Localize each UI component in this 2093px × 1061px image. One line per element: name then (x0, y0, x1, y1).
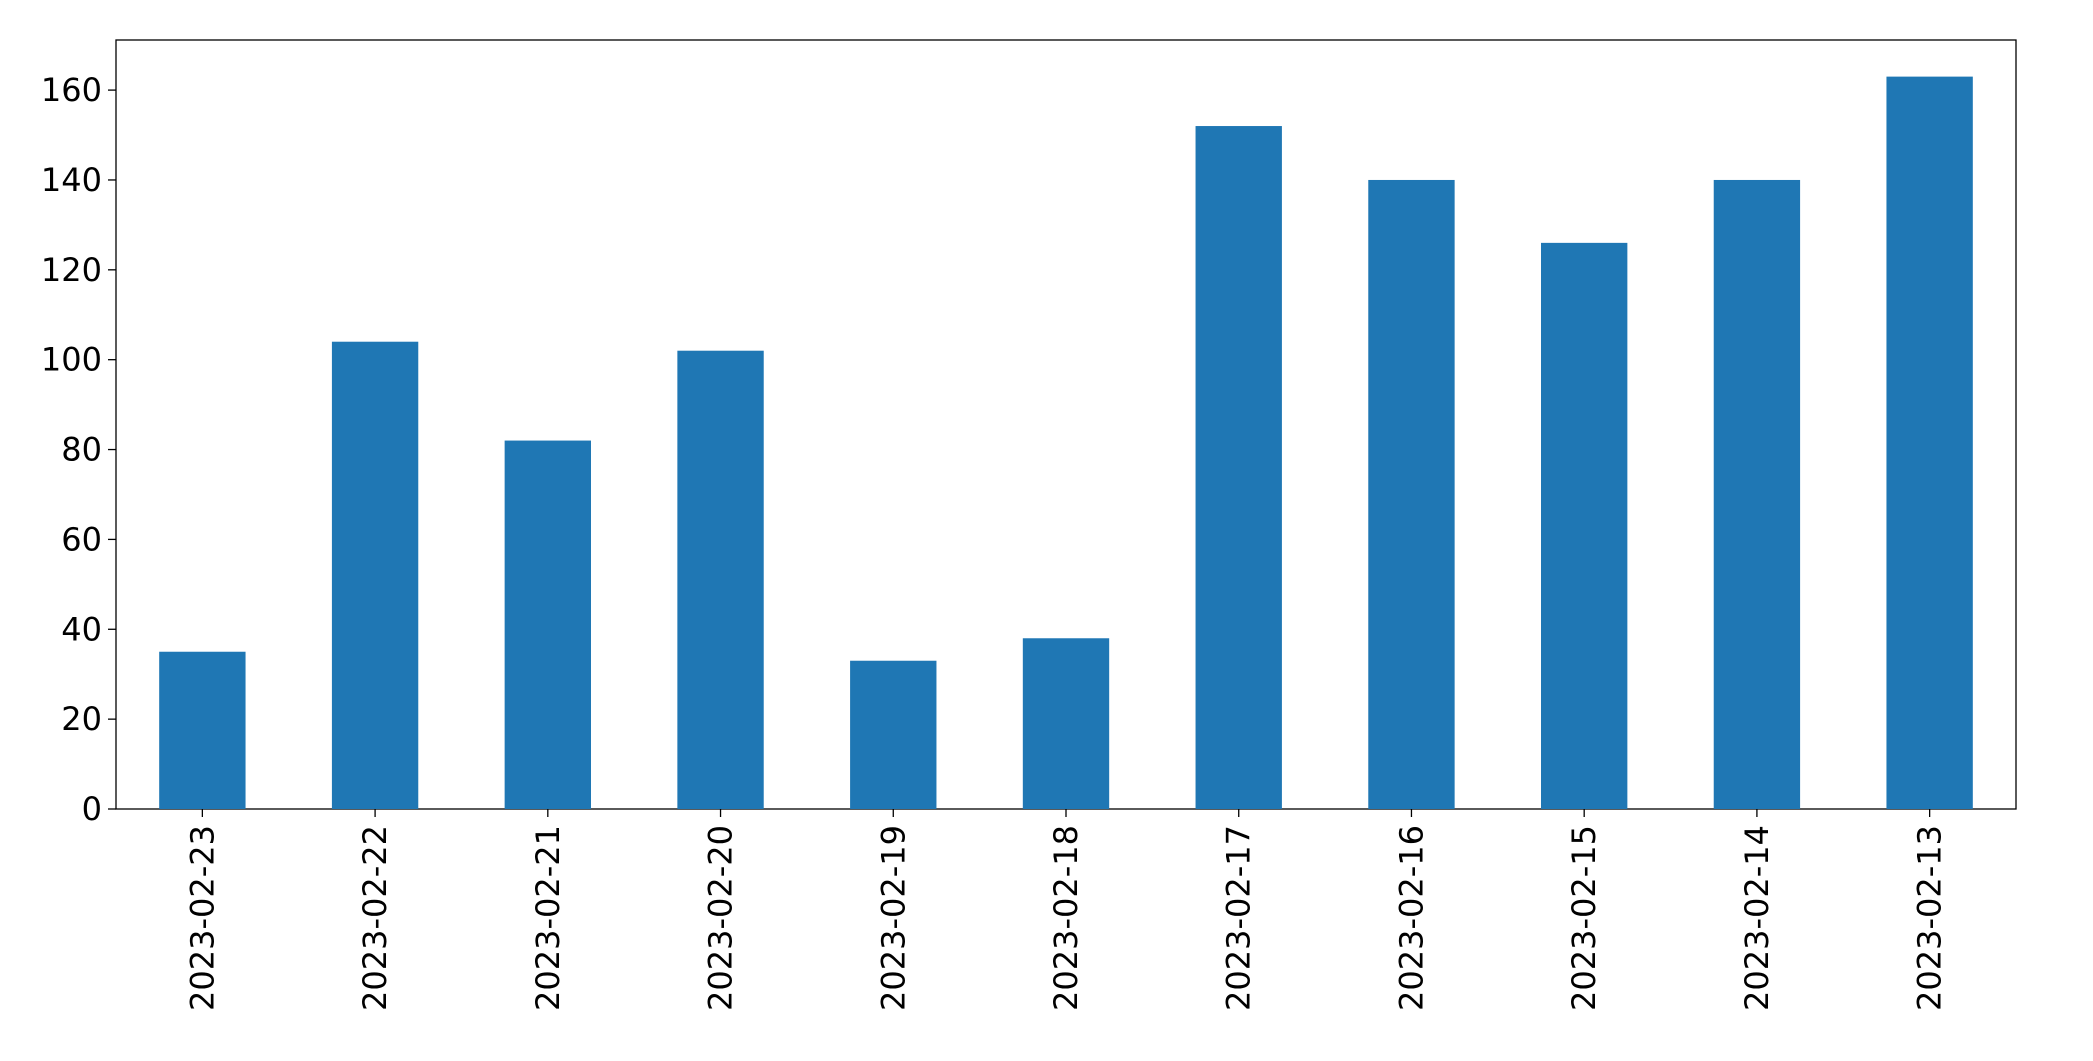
y-tick-label: 120 (41, 251, 102, 289)
y-tick-label: 40 (61, 610, 102, 648)
bar (159, 651, 246, 809)
y-tick-label: 140 (41, 161, 102, 199)
x-tick-label: 2023-02-13 (1911, 825, 1949, 1011)
bar (1541, 242, 1628, 809)
x-tick-label: 2023-02-20 (702, 825, 740, 1011)
y-tick-label: 80 (61, 431, 102, 469)
x-tick-label: 2023-02-14 (1738, 825, 1776, 1011)
x-tick-label: 2023-02-17 (1220, 825, 1258, 1011)
bar (850, 660, 937, 809)
x-tick-label: 2023-02-19 (874, 825, 912, 1011)
bar (1022, 638, 1110, 809)
bar (1368, 179, 1455, 809)
bar (1713, 179, 1801, 809)
y-tick-label: 20 (61, 700, 102, 738)
x-tick-label: 2023-02-22 (356, 825, 394, 1011)
bar (677, 350, 764, 809)
y-tick-label: 100 (41, 341, 102, 379)
x-tick-label: 2023-02-15 (1565, 825, 1603, 1011)
bar (1195, 126, 1282, 810)
x-tick-label: 2023-02-18 (1047, 825, 1085, 1011)
x-tick-label: 2023-02-21 (529, 825, 567, 1011)
bar (331, 341, 419, 809)
bar (504, 440, 591, 809)
bar (1886, 76, 1973, 810)
x-tick-label: 2023-02-16 (1392, 825, 1430, 1011)
y-tick-label: 160 (41, 71, 102, 109)
y-tick-label: 0 (82, 790, 102, 828)
y-tick-label: 60 (61, 520, 102, 558)
x-tick-label: 2023-02-23 (183, 825, 221, 1011)
